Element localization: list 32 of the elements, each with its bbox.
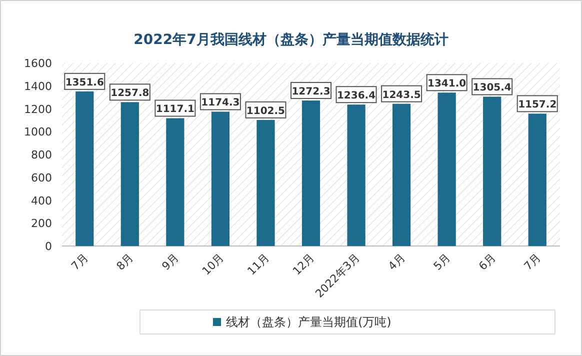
y-tick-label: 1000 bbox=[24, 126, 52, 139]
x-tick-label: 12月 bbox=[290, 250, 318, 278]
y-tick-label: 1400 bbox=[24, 80, 52, 93]
x-tick-label: 7月 bbox=[522, 250, 544, 273]
data-label: 1243.5 bbox=[382, 90, 421, 101]
chart-title: 2022年7月我国线材（盘条）产量当期值数据统计 bbox=[134, 31, 448, 48]
x-tick-label: 5月 bbox=[431, 250, 453, 273]
data-label: 1257.8 bbox=[110, 88, 150, 100]
x-tick-label: 8月 bbox=[114, 250, 136, 273]
data-label: 1351.6 bbox=[65, 77, 104, 88]
x-tick-label: 11月 bbox=[244, 250, 272, 278]
y-tick-label: 600 bbox=[31, 171, 52, 184]
data-label: 1102.5 bbox=[246, 106, 286, 117]
y-tick-label: 400 bbox=[31, 194, 52, 208]
x-tick-label: 6月 bbox=[476, 250, 498, 273]
y-tick-label: 1200 bbox=[24, 102, 52, 116]
x-tick-label: 9月 bbox=[159, 250, 182, 273]
y-tick-label: 0 bbox=[45, 240, 52, 253]
data-label: 1174.3 bbox=[201, 98, 240, 109]
y-tick-label: 200 bbox=[31, 217, 52, 230]
y-tick-label: 800 bbox=[31, 148, 52, 162]
y-tick-label: 1600 bbox=[24, 57, 52, 70]
data-label: 1157.2 bbox=[518, 100, 557, 111]
legend-label: 线材（盘条）产量当期值(万吨) bbox=[226, 315, 392, 329]
data-label: 1117.1 bbox=[156, 104, 195, 116]
data-label: 1236.4 bbox=[336, 90, 376, 102]
data-label: 1272.3 bbox=[292, 86, 330, 98]
x-tick-label: 4月 bbox=[386, 250, 408, 273]
data-label: 1341.0 bbox=[428, 78, 466, 90]
x-tick-label: 10月 bbox=[200, 250, 227, 278]
data-label: 1305.4 bbox=[472, 82, 512, 94]
x-tick-label: 7月 bbox=[68, 250, 91, 273]
